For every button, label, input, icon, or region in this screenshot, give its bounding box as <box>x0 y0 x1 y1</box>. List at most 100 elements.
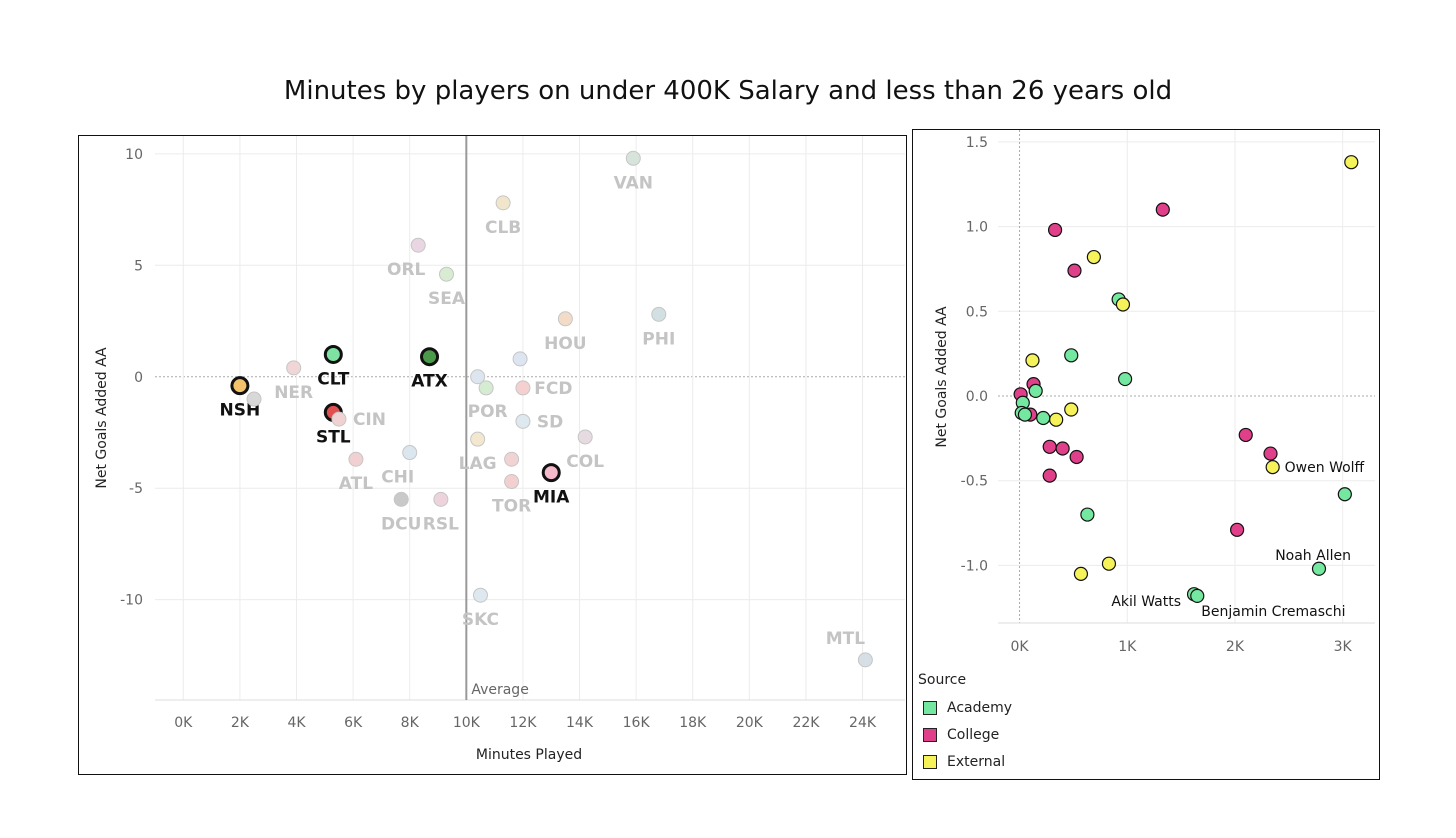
label-chi: CHI <box>381 468 414 488</box>
point-unlabeled <box>478 380 494 396</box>
point-external <box>1049 412 1064 427</box>
label-mtl: MTL <box>826 629 866 649</box>
y-tick-label: 10 <box>125 147 143 163</box>
label-fcd: FCD <box>534 379 572 399</box>
point-external <box>1025 353 1040 368</box>
point-external <box>1265 460 1280 475</box>
point-sd <box>515 413 531 429</box>
x-tick-label: 2K <box>1226 639 1245 655</box>
point-skc <box>472 587 488 603</box>
point-college <box>1230 522 1245 537</box>
x-tick-label: 2K <box>231 715 250 731</box>
point-academy <box>1064 348 1079 363</box>
legend-swatch-academy <box>923 700 937 715</box>
point-external <box>1086 249 1101 265</box>
y-tick-label: 0 <box>134 370 143 386</box>
label-clb: CLB <box>485 218 521 238</box>
point-college <box>1069 449 1084 465</box>
team-scatter-panel: 10 5 0 -5 -10 0K 2K 4K 6K 8K 10K 12K 14K 16K 18K 20K 22K… <box>78 135 907 775</box>
label-hou: HOU <box>544 334 586 354</box>
point-academy <box>1311 561 1327 576</box>
y-tick-label: 0.5 <box>966 304 988 320</box>
x-tick-label: 18K <box>679 715 707 731</box>
label-stl: STL <box>316 427 351 447</box>
label-cin: CIN <box>353 410 386 430</box>
label-orl: ORL <box>387 260 426 280</box>
label-por: POR <box>468 402 508 422</box>
legend-swatch-external <box>923 754 937 769</box>
point-cin <box>331 411 347 427</box>
point-por <box>470 369 486 385</box>
legend-label-academy: Academy <box>947 699 1013 716</box>
point-atx <box>420 347 440 367</box>
label-akil-watts: Akil Watts <box>1111 594 1181 610</box>
point-orl <box>410 237 426 253</box>
y-tick-label: 0.0 <box>966 389 988 405</box>
point-unlabeled <box>504 451 520 467</box>
x-tick-label: 4K <box>287 715 306 731</box>
x-tick-label: 1K <box>1118 639 1137 655</box>
legend-swatch-college <box>923 727 937 742</box>
point-college <box>1067 263 1082 278</box>
y-tick-label: -1.0 <box>961 558 988 574</box>
label-col: COL <box>566 452 604 472</box>
point-college <box>1238 427 1253 443</box>
point-clb <box>495 195 511 211</box>
label-van: VAN <box>614 173 653 193</box>
team-scatter-plot: 10 5 0 -5 -10 0K 2K 4K 6K 8K 10K 12K 14K 16K 18K 20K 22K… <box>94 136 905 763</box>
point-unlabeled <box>515 380 531 396</box>
point-atl <box>348 451 364 467</box>
x-tick-label: 24K <box>849 715 877 731</box>
point-academy <box>1118 371 1133 387</box>
legend-item-academy[interactable]: Academy <box>918 694 1118 721</box>
legend-item-external[interactable]: External <box>918 748 1118 775</box>
average-label: Average <box>471 682 529 698</box>
point-unlabeled <box>246 391 262 407</box>
point-academy <box>1017 407 1033 422</box>
point-fcd <box>512 351 528 367</box>
y-axis-label: Net Goals Added AA <box>934 306 950 448</box>
legend-title: Source <box>918 672 967 688</box>
label-nsh: NSH <box>220 401 261 421</box>
x-axis-label: Minutes Played <box>476 747 582 763</box>
label-mia: MIA <box>533 488 570 508</box>
point-chi <box>402 445 418 461</box>
y-axis-label: Net Goals Added AA <box>94 347 110 489</box>
x-tick-label: 3K <box>1334 639 1353 655</box>
point-academy <box>1337 487 1352 502</box>
point-clt <box>323 344 343 364</box>
legend-label-college: College <box>947 726 1000 743</box>
point-external <box>1115 297 1131 312</box>
y-tick-label: 1.5 <box>966 135 988 151</box>
point-external <box>1073 566 1089 581</box>
point-col <box>577 429 593 445</box>
point-academy <box>1036 410 1051 426</box>
point-van <box>625 150 641 166</box>
label-atl: ATL <box>339 474 373 494</box>
point-college <box>1055 441 1070 456</box>
point-external <box>1344 155 1359 170</box>
x-tick-label: 8K <box>401 715 420 731</box>
source-scatter-plot: 1.5 1.0 0.5 0.0 -0.5 -1.0 0K 1K 2K 3K Net Goals Ad… <box>934 130 1375 655</box>
label-sd: SD <box>537 412 563 432</box>
point-nsh <box>230 376 250 396</box>
label-skc: SKC <box>462 610 499 630</box>
point-mia <box>541 463 561 483</box>
y-tick-label: -0.5 <box>961 474 988 490</box>
label-owen-wolff: Owen Wolff <box>1285 460 1365 476</box>
point-external <box>1101 556 1117 571</box>
point-college <box>1047 222 1063 238</box>
x-tick-label: 6K <box>344 715 363 731</box>
source-legend: Source Academy College External <box>918 672 1118 775</box>
point-sea <box>439 266 455 282</box>
x-tick-label: 0K <box>1010 639 1029 655</box>
legend-item-college[interactable]: College <box>918 721 1118 748</box>
label-dcu: DCU <box>381 514 421 534</box>
label-clt: CLT <box>317 369 349 389</box>
chart-title: Minutes by players on under 400K Salary … <box>283 76 1173 106</box>
point-college <box>1263 446 1278 461</box>
x-tick-label: 14K <box>566 715 594 731</box>
y-tick-label: -10 <box>120 593 143 609</box>
label-tor: TOR <box>492 497 531 517</box>
point-tor <box>504 474 520 490</box>
